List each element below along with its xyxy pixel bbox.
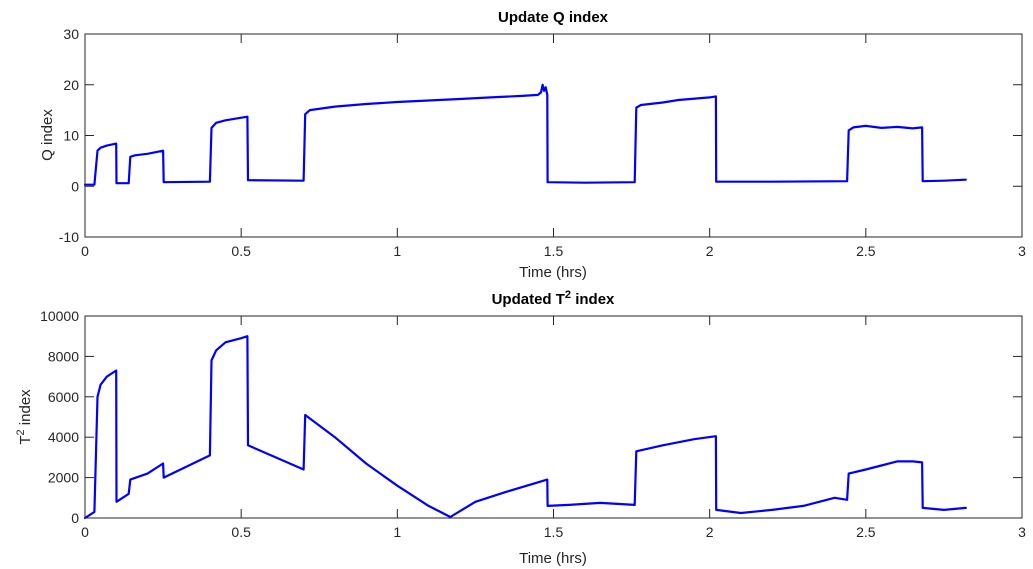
t2-title-main: Updated T [492, 291, 565, 308]
t2-x-tick-label: 1 [393, 524, 401, 540]
t2-y-tick-label: 6000 [48, 389, 79, 405]
t2-axis-frame [84, 315, 1023, 519]
t2-x-tick-label: 2.5 [856, 524, 876, 540]
t2-ylabel-sup: 2 [15, 429, 27, 435]
t2-x-tick-label: 3 [1018, 524, 1026, 540]
t2-y-axis-label: T2 index [15, 389, 34, 445]
t2-x-tick-label: 1.5 [544, 524, 564, 540]
q-x-axis-label: Time (hrs) [519, 264, 587, 281]
t2-y-tick-label: 8000 [48, 348, 79, 364]
t2-y-tick-label: 0 [71, 510, 79, 526]
q-y-tick-label: 20 [63, 77, 79, 93]
q-x-tick-label: 1 [393, 243, 401, 259]
t2-ticks: 0 0.5 1 1.5 2 2.5 3 0 2000 4000 6000 8000 10000 [40, 308, 1026, 540]
t2-y-tick-label: 4000 [48, 429, 79, 445]
t2-title-tail: index [571, 291, 615, 308]
q-index-series-line [83, 83, 967, 186]
q-x-tick-label: 2.5 [856, 243, 876, 259]
q-plot-title: Update Q index [498, 9, 609, 26]
t2-x-axis-label: Time (hrs) [519, 550, 587, 567]
q-index-plot: Update Q index Q index Time (hrs) 0 0.5 1 1… [39, 9, 1026, 281]
q-y-axis-label: Q index [39, 109, 56, 161]
q-y-tick-label: 0 [71, 178, 79, 194]
q-x-tick-label: 2 [706, 243, 714, 259]
t2-x-tick-label: 0 [81, 524, 89, 540]
q-y-tick-label: 10 [63, 128, 79, 144]
q-y-tick-label: 30 [63, 26, 79, 42]
t2-title-sup: 2 [565, 289, 571, 301]
t2-y-tick-label: 10000 [40, 308, 79, 324]
t2-index-series-line [83, 335, 967, 520]
q-x-tick-label: 0.5 [231, 243, 251, 259]
q-x-tick-label: 3 [1018, 243, 1026, 259]
t2-x-tick-label: 2 [706, 524, 714, 540]
t2-plot-title: Updated T2 index [492, 289, 615, 308]
t2-x-tick-label: 0.5 [231, 524, 251, 540]
q-x-tick-label: 1.5 [544, 243, 564, 259]
q-x-tick-label: 0 [81, 243, 89, 259]
t2-y-tick-label: 2000 [48, 470, 79, 486]
t2-ylabel-main: T [17, 435, 34, 444]
t2-index-plot: Updated T2 index T2 index Time (hrs) 0 0.… [15, 289, 1026, 567]
q-y-tick-label: -10 [59, 229, 79, 245]
q-axis-frame [84, 33, 1023, 238]
t2-ylabel-tail: index [17, 389, 34, 430]
